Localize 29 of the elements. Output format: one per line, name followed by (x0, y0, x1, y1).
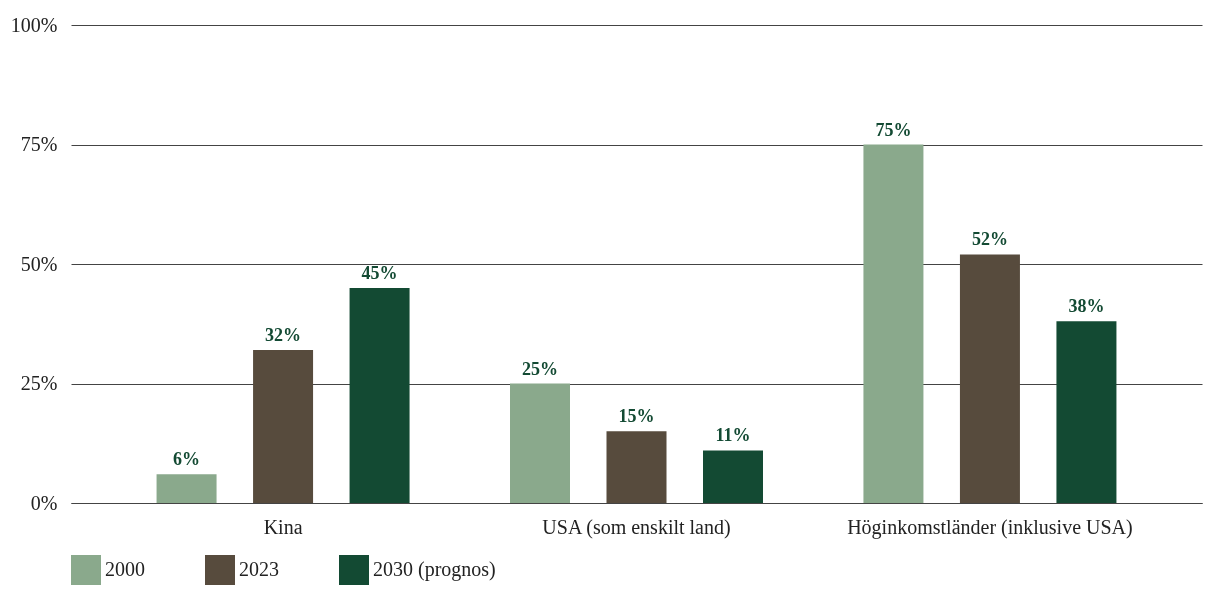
bar (1056, 321, 1117, 503)
y-tick-label: 50% (20, 252, 58, 275)
bar (703, 450, 763, 503)
data-label: 15% (618, 406, 655, 427)
bar (863, 144, 924, 503)
y-tick-label: 100% (10, 13, 58, 36)
bar (253, 350, 314, 503)
data-label: 75% (875, 119, 912, 140)
data-label: 52% (971, 229, 1008, 250)
bar (156, 474, 217, 503)
data-label: 25% (522, 358, 558, 379)
bar (349, 287, 410, 503)
data-label: 32% (265, 325, 302, 346)
data-label: 6% (173, 449, 201, 470)
y-tick-label: 0% (30, 491, 58, 514)
bar (606, 431, 667, 503)
x-tick-label: USA (som enskilt land) (542, 515, 731, 539)
y-tick-label: 25% (20, 372, 58, 394)
bar (959, 254, 1020, 503)
bar (510, 383, 570, 503)
data-label: 45% (361, 262, 398, 283)
legend-label: 2023 (239, 558, 279, 580)
y-tick-label: 75% (20, 133, 58, 155)
x-tick-label: Kina (263, 515, 303, 538)
legend-label: 2000 (105, 558, 145, 580)
legend-label: 2030 (prognos) (373, 558, 496, 581)
data-label: 11% (715, 425, 751, 446)
data-label: 38% (1068, 296, 1105, 317)
x-tick-label: Höginkomstländer (inklusive USA) (847, 515, 1133, 539)
